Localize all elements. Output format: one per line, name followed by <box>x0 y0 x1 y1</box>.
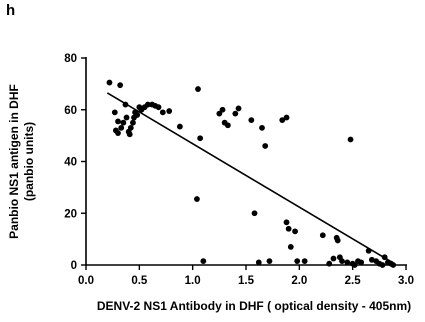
data-point <box>344 259 351 266</box>
data-point <box>123 114 130 121</box>
data-point <box>262 143 269 149</box>
data-point <box>118 124 125 131</box>
x-tick-label: 2.5 <box>345 275 362 287</box>
x-tick-label: 1.5 <box>238 275 255 287</box>
data-point <box>294 258 301 265</box>
data-point <box>266 258 273 265</box>
data-point <box>326 260 333 267</box>
data-point <box>195 86 201 92</box>
y-axis-title-line-1: Panbio NS1 antigen in DHF <box>7 84 21 239</box>
y-ticks: 0 20 40 60 80 <box>64 53 86 272</box>
data-point <box>115 118 121 125</box>
data-point <box>351 262 358 268</box>
x-tick-label: 1.0 <box>185 275 201 287</box>
data-point <box>176 123 183 130</box>
x-axis-title: DENV-2 NS1 Antibody in DHF ( optical den… <box>97 299 411 313</box>
data-point <box>334 237 341 244</box>
data-point <box>159 109 166 116</box>
data-point <box>197 135 204 142</box>
data-point <box>200 258 207 265</box>
data-point <box>279 117 286 123</box>
y-tick-label: 80 <box>64 53 77 65</box>
data-point <box>155 104 162 111</box>
data-point <box>144 101 151 108</box>
data-point <box>283 114 290 121</box>
data-point <box>117 82 124 89</box>
data-point <box>283 219 290 226</box>
data-point <box>251 210 258 217</box>
data-point <box>235 105 242 112</box>
data-point <box>120 119 127 126</box>
data-point <box>301 258 308 265</box>
y-tick-label: 40 <box>64 157 77 169</box>
data-point <box>127 124 134 131</box>
x-tick-label: 2.0 <box>291 275 307 287</box>
x-tick-label: 0.5 <box>131 275 148 287</box>
data-point <box>339 258 345 265</box>
data-point <box>126 131 133 138</box>
y-axis-title-line-2: (panbio units) <box>22 122 36 201</box>
data-point <box>379 262 386 268</box>
data-point <box>166 108 173 114</box>
data-point <box>292 228 298 235</box>
data-points <box>106 79 397 268</box>
axes <box>85 57 407 266</box>
data-point <box>259 124 265 131</box>
data-point <box>285 225 292 232</box>
data-point <box>224 122 231 129</box>
data-point <box>347 136 354 143</box>
data-point <box>111 109 118 116</box>
data-point <box>115 130 121 136</box>
data-point <box>358 259 365 266</box>
data-point <box>287 243 294 250</box>
regression-line <box>106 92 396 265</box>
panel-label: h <box>6 2 16 19</box>
x-ticks: 0.0 0.5 1.0 1.5 2.0 2.5 3.0 <box>78 265 414 287</box>
data-point <box>134 112 141 118</box>
y-tick-label: 20 <box>64 208 77 220</box>
data-point <box>194 196 200 202</box>
y-tick-label: 60 <box>64 105 77 117</box>
data-point <box>106 79 113 86</box>
data-point <box>248 117 255 123</box>
data-point <box>232 110 239 117</box>
y-tick-label: 0 <box>71 260 77 272</box>
data-point <box>319 232 326 239</box>
data-point <box>216 110 223 117</box>
data-point <box>255 259 262 266</box>
x-tick-label: 0.0 <box>78 275 94 287</box>
data-point <box>130 119 136 126</box>
data-point <box>330 255 337 262</box>
data-point <box>219 106 226 113</box>
x-tick-label: 3.0 <box>398 275 414 287</box>
